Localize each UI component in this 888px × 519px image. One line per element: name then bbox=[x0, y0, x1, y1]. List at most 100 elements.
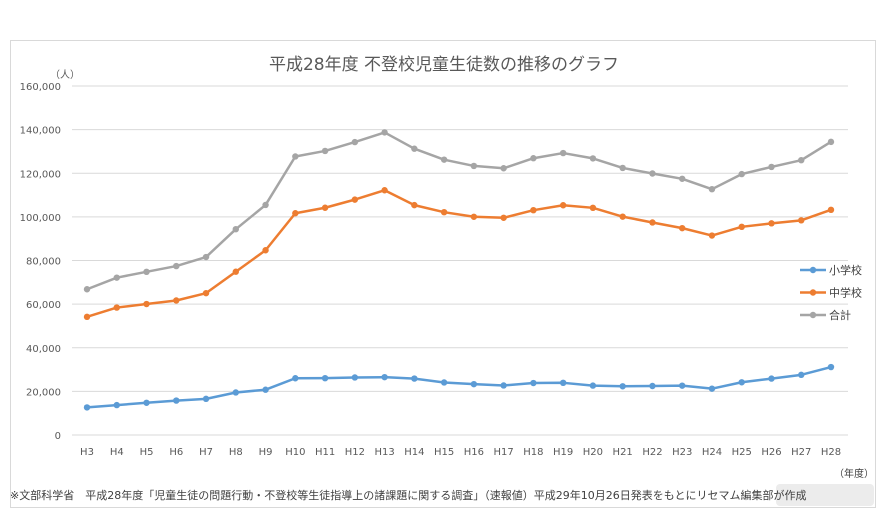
data-point bbox=[262, 247, 269, 254]
data-point bbox=[143, 399, 150, 406]
data-point bbox=[827, 363, 835, 371]
resemom-watermark bbox=[776, 484, 874, 506]
data-point bbox=[321, 374, 329, 382]
data-point bbox=[679, 175, 686, 182]
series-line-3 bbox=[86, 131, 832, 291]
data-point bbox=[589, 155, 597, 162]
data-point bbox=[738, 223, 745, 231]
data-point bbox=[798, 371, 805, 379]
data-point bbox=[113, 401, 120, 409]
data-point bbox=[708, 185, 716, 193]
data-point bbox=[530, 155, 537, 162]
data-point bbox=[649, 219, 656, 226]
legend-marker bbox=[809, 266, 817, 274]
data-point bbox=[232, 268, 239, 275]
data-point bbox=[500, 165, 507, 172]
data-point bbox=[292, 375, 299, 382]
data-point bbox=[649, 170, 656, 177]
x-tick-label: H4 bbox=[110, 447, 124, 458]
data-point bbox=[173, 297, 180, 304]
data-point bbox=[559, 202, 567, 209]
legend-label: 中学校 bbox=[829, 286, 862, 300]
data-point bbox=[262, 201, 269, 209]
data-point bbox=[83, 404, 91, 411]
x-tick-label: H11 bbox=[315, 447, 335, 458]
y-tick-label: 80,000 bbox=[26, 257, 61, 268]
data-point bbox=[768, 375, 775, 382]
y-tick-label: 0 bbox=[55, 431, 61, 442]
x-tick-label: H6 bbox=[169, 447, 183, 458]
y-tick-label: 40,000 bbox=[26, 344, 61, 355]
data-point bbox=[768, 220, 775, 227]
data-point bbox=[202, 253, 210, 261]
x-tick-label: H20 bbox=[583, 447, 603, 458]
data-point bbox=[589, 382, 597, 389]
data-point bbox=[411, 145, 418, 152]
data-point bbox=[559, 149, 567, 157]
y-tick-label: 140,000 bbox=[20, 126, 61, 137]
y-tick-label: 160,000 bbox=[20, 82, 61, 93]
data-point bbox=[708, 385, 716, 392]
x-tick-label: H15 bbox=[434, 447, 454, 458]
data-point bbox=[768, 163, 775, 171]
x-tick-label: H22 bbox=[642, 447, 662, 458]
data-point bbox=[381, 373, 388, 381]
data-point bbox=[559, 379, 567, 387]
data-point bbox=[827, 138, 835, 146]
data-point bbox=[470, 162, 478, 170]
series-line-2 bbox=[86, 188, 832, 319]
y-tick-label: 60,000 bbox=[26, 300, 61, 311]
data-point bbox=[440, 379, 448, 386]
x-tick-label: H19 bbox=[553, 447, 573, 458]
legend-marker bbox=[809, 311, 817, 319]
data-point bbox=[351, 196, 359, 203]
x-axis-unit: （年度） bbox=[834, 469, 874, 480]
x-tick-label: H16 bbox=[464, 447, 484, 458]
x-tick-label: H27 bbox=[791, 447, 811, 458]
x-tick-label: H3 bbox=[80, 447, 94, 458]
y-tick-label: 100,000 bbox=[20, 213, 61, 224]
data-point bbox=[411, 201, 418, 209]
data-point bbox=[798, 156, 805, 164]
data-point bbox=[321, 204, 329, 211]
data-point bbox=[708, 232, 716, 239]
x-tick-label: H10 bbox=[285, 447, 305, 458]
data-point bbox=[83, 286, 91, 293]
data-point bbox=[232, 389, 239, 396]
data-point bbox=[292, 210, 299, 217]
series-line-1 bbox=[86, 365, 832, 409]
data-point bbox=[351, 374, 359, 381]
legend-label: 合計 bbox=[829, 308, 851, 322]
data-point bbox=[83, 313, 91, 321]
data-point bbox=[470, 380, 478, 388]
data-point bbox=[381, 187, 388, 194]
x-tick-label: H12 bbox=[345, 447, 365, 458]
x-tick-label: H21 bbox=[613, 447, 633, 458]
data-point bbox=[530, 206, 537, 214]
data-point bbox=[143, 300, 150, 308]
data-point bbox=[173, 262, 180, 270]
data-point bbox=[827, 206, 835, 214]
data-point bbox=[649, 382, 656, 390]
data-point bbox=[738, 379, 745, 386]
data-point bbox=[321, 147, 329, 155]
data-point bbox=[679, 382, 686, 389]
data-point bbox=[470, 213, 478, 220]
x-tick-label: H5 bbox=[140, 447, 154, 458]
y-axis-unit: （人） bbox=[50, 70, 80, 81]
x-tick-label: H14 bbox=[404, 447, 424, 458]
data-point bbox=[738, 170, 745, 178]
y-tick-label: 20,000 bbox=[26, 387, 61, 398]
data-point bbox=[173, 397, 180, 404]
data-point bbox=[202, 395, 210, 403]
data-point bbox=[500, 382, 507, 389]
x-tick-label: H18 bbox=[523, 447, 543, 458]
x-tick-label: H8 bbox=[229, 447, 243, 458]
data-point bbox=[440, 208, 448, 216]
x-tick-label: H26 bbox=[761, 447, 781, 458]
data-point bbox=[679, 224, 686, 232]
x-tick-label: H23 bbox=[672, 447, 692, 458]
data-point bbox=[381, 129, 388, 136]
x-tick-label: H13 bbox=[374, 447, 394, 458]
